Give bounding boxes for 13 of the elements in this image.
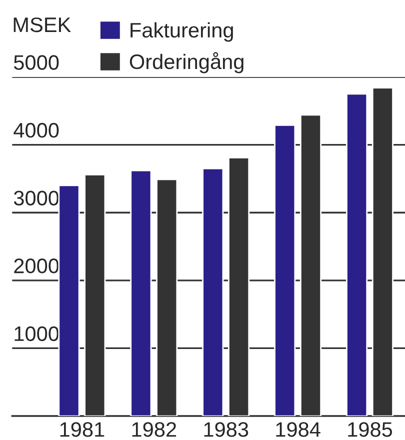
x-tick-label: 1984: [276, 422, 320, 437]
x-tick-label: 1985: [348, 422, 392, 437]
y-tick-label: 4000: [14, 122, 59, 138]
y-tick-label: 5000: [14, 55, 59, 70]
x-tick-label: 1981: [60, 422, 104, 437]
y-tick-label: 2000: [14, 258, 59, 274]
y-axis-title: MSEK: [14, 17, 71, 32]
y-tick-label: 3000: [14, 190, 59, 206]
legend-label: Orderingång: [130, 52, 244, 74]
legend-label: Fakturering: [130, 22, 233, 42]
x-tick-label: 1983: [204, 422, 248, 437]
y-tick-label: 1000: [14, 326, 59, 342]
x-tick-label: 1982: [132, 422, 176, 437]
